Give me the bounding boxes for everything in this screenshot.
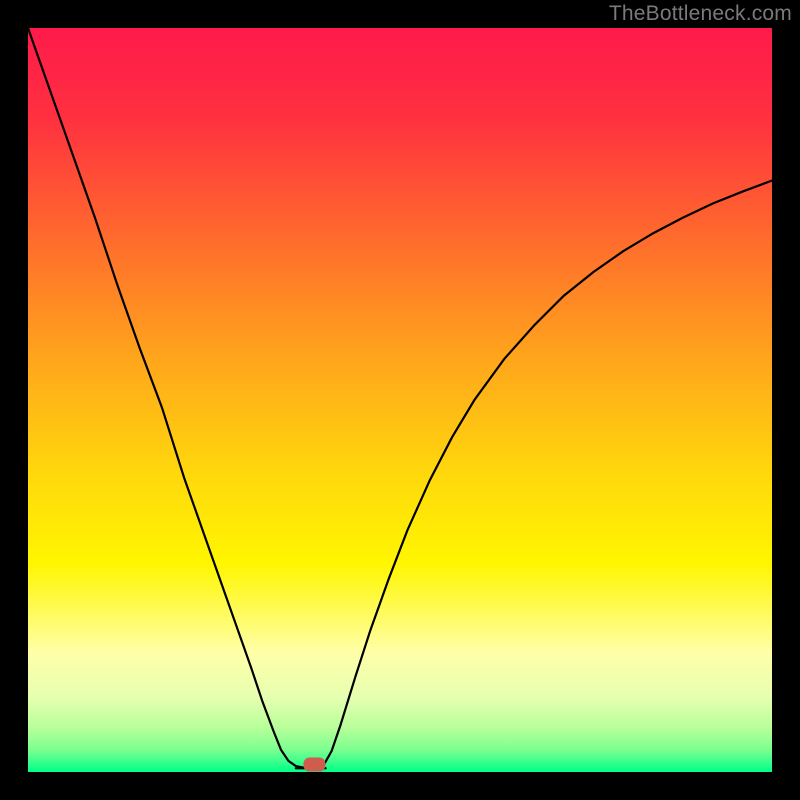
chart-canvas: TheBottleneck.com [0,0,800,800]
plot-background [28,28,772,772]
bottleneck-chart [0,0,800,800]
minimum-marker [303,758,325,772]
watermark-text: TheBottleneck.com [609,2,792,26]
